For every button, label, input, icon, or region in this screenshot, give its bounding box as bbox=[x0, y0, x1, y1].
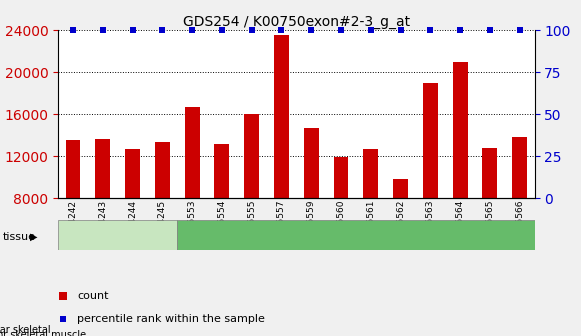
Bar bbox=[58, 220, 177, 250]
Bar bbox=[185, 107, 199, 282]
Bar bbox=[512, 137, 527, 282]
Text: ▶: ▶ bbox=[30, 232, 38, 242]
Bar bbox=[66, 140, 80, 282]
Bar bbox=[244, 114, 259, 282]
Bar bbox=[95, 139, 110, 282]
Bar bbox=[482, 148, 497, 282]
Text: extraocular skeletal
muscle: extraocular skeletal muscle bbox=[0, 325, 51, 336]
Bar bbox=[453, 62, 468, 282]
Bar bbox=[125, 149, 140, 282]
Bar bbox=[333, 157, 349, 282]
Title: GDS254 / K00750exon#2-3_g_at: GDS254 / K00750exon#2-3_g_at bbox=[183, 15, 410, 29]
Bar bbox=[274, 36, 289, 282]
Text: percentile rank within the sample: percentile rank within the sample bbox=[77, 313, 265, 324]
Bar bbox=[155, 141, 170, 282]
Bar bbox=[214, 144, 229, 282]
Text: tissue: tissue bbox=[3, 232, 36, 242]
Bar bbox=[423, 83, 437, 282]
Bar bbox=[177, 220, 535, 250]
Bar bbox=[304, 128, 318, 282]
Text: count: count bbox=[77, 291, 109, 301]
Bar bbox=[363, 149, 378, 282]
Bar bbox=[393, 179, 408, 282]
Text: tibialis anterior skeletal muscle: tibialis anterior skeletal muscle bbox=[0, 331, 87, 336]
